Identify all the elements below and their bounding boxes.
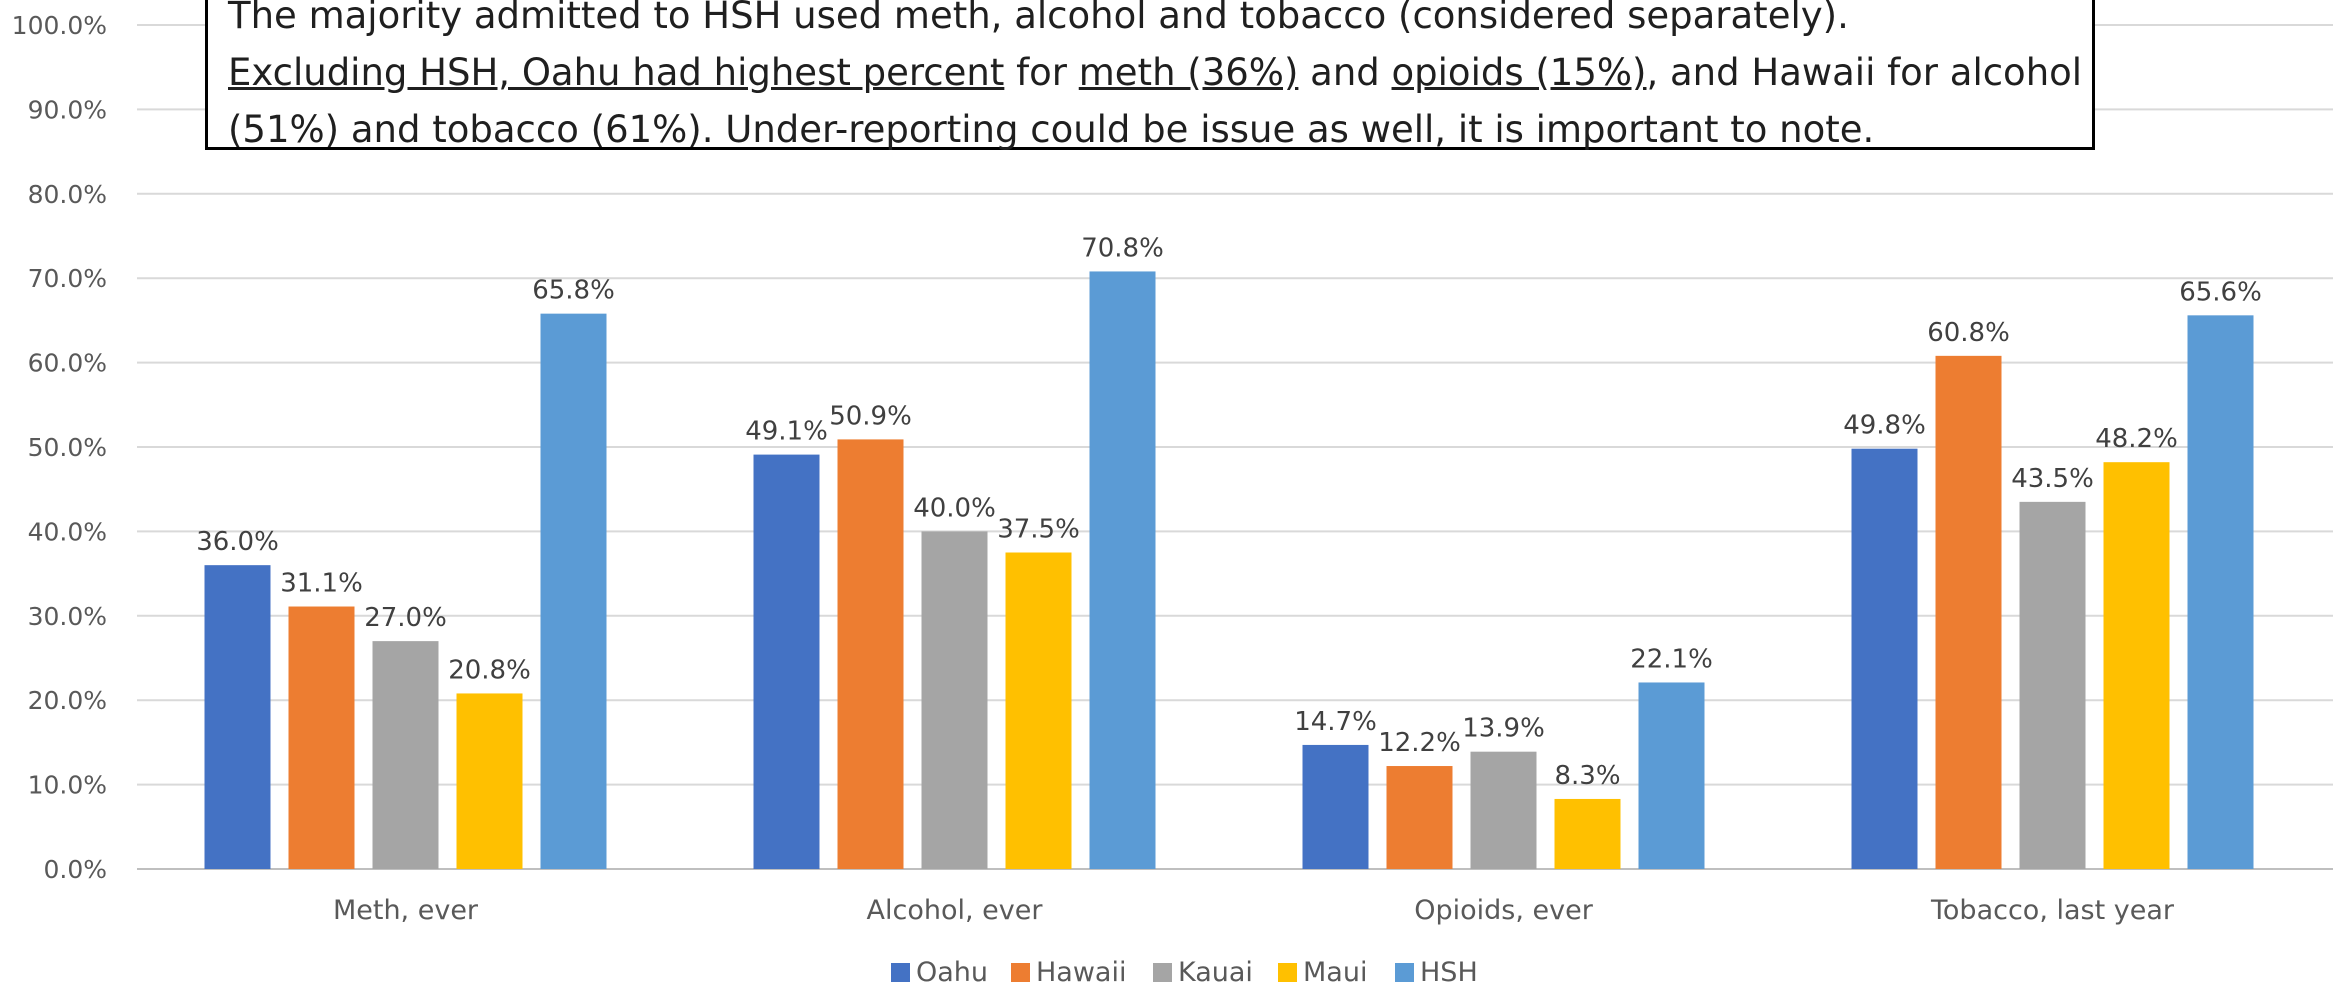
data-label: 65.8% [532,276,615,306]
y-tick-label: 70.0% [28,264,107,293]
legend-label: Kauai [1178,957,1253,986]
y-tick-label: 90.0% [28,95,107,124]
bar-hsh [2187,315,2254,869]
data-label: 43.5% [2011,464,2094,494]
y-tick-label: 30.0% [28,602,107,631]
data-label: 65.6% [2179,277,2262,307]
data-label: 49.8% [1843,411,1926,441]
category-label: Tobacco, last year [1930,895,2175,926]
data-label: 13.9% [1462,714,1545,744]
legend-swatch-oahu [891,963,910,982]
data-label: 8.3% [1554,761,1620,791]
callout-text: , and Hawaii for alcohol [1646,51,2083,94]
data-label: 20.8% [448,655,531,685]
bar-hsh [1638,682,1705,869]
y-tick-label: 0.0% [43,855,107,884]
bar-hawaii [837,439,904,869]
data-label: 12.2% [1378,728,1461,758]
bar-maui [2103,462,2170,869]
legend-swatch-maui [1278,963,1297,982]
data-label: 27.0% [364,603,447,633]
bar-oahu [1302,744,1369,869]
bar-hawaii [1935,355,2002,869]
bar-oahu [753,454,820,869]
bar-maui [456,693,523,869]
bar-kauai [1470,751,1537,869]
legend-label: Oahu [916,957,988,986]
category-label: Opioids, ever [1414,895,1593,926]
y-tick-label: 40.0% [28,517,107,546]
bar-kauai [2019,501,2086,869]
data-label: 31.1% [280,569,363,599]
y-tick-label: 60.0% [28,349,107,378]
y-tick-label: 80.0% [28,180,107,209]
bar-oahu [1851,448,1918,869]
bar-hawaii [288,606,355,869]
y-tick-label: 50.0% [28,433,107,462]
data-label: 37.5% [997,515,1080,545]
category-label: Alcohol, ever [867,895,1044,926]
data-label: 40.0% [913,493,996,523]
y-tick-label: 20.0% [28,686,107,715]
legend-swatch-kauai [1153,963,1172,982]
category-label: Meth, ever [333,895,479,926]
bar-hsh [1089,271,1156,869]
legend-label: Hawaii [1036,957,1126,986]
bar-kauai [372,641,439,869]
data-label: 50.9% [829,401,912,431]
data-label: 48.2% [2095,424,2178,454]
legend-swatch-hawaii [1011,963,1030,982]
bar-kauai [921,531,988,869]
data-label: 14.7% [1294,707,1377,737]
callout-text: for [1004,51,1079,94]
callout-underlined-opioids: opioids (15%) [1391,51,1647,94]
data-labels: 36.0%31.1%27.0%20.8% 65.8% 49.1%50.9% 40.0%… [196,233,2262,791]
legend-label: HSH [1420,957,1478,986]
bar-oahu [204,565,271,869]
callout-line-1: The majority admitted to HSH used meth, … [228,0,1849,37]
annotation-callout-box: The majority admitted to HSH used meth, … [205,0,2095,151]
bar-hawaii [1386,766,1453,869]
data-label: 70.8% [1081,233,1164,263]
data-label: 49.1% [745,417,828,447]
x-axis-category-labels: Meth, ever Alcohol, ever Opioids, ever Toba… [333,895,2175,926]
callout-line-2: Excluding HSH, Oahu had highest percent … [228,44,2082,101]
legend-label: Maui [1303,957,1367,986]
legend-swatch-hsh [1395,963,1414,982]
bar-maui [1005,552,1072,869]
data-label: 22.1% [1630,644,1713,674]
y-axis-tick-labels: 0.0% 10.0% 20.0% 30.0% 40.0% 50.0% 60.0% 70.0% 8… [12,11,107,884]
callout-underlined-phrase: Excluding HSH, Oahu had highest percent [228,51,1005,94]
bars [204,271,2254,869]
callout-underlined-meth: meth (36%) [1078,51,1299,94]
bar-maui [1554,798,1621,869]
y-tick-label: 100.0% [12,11,107,40]
data-label: 36.0% [196,527,279,557]
callout-line-3: (51%) and tobacco (61%). Under-reporting… [228,108,1875,151]
callout-text: and [1298,51,1392,94]
bar-hsh [540,313,607,869]
data-label: 60.8% [1927,318,2010,348]
y-tick-label: 10.0% [28,771,107,800]
legend: Oahu Hawaii Kauai Maui HSH [891,957,1478,986]
